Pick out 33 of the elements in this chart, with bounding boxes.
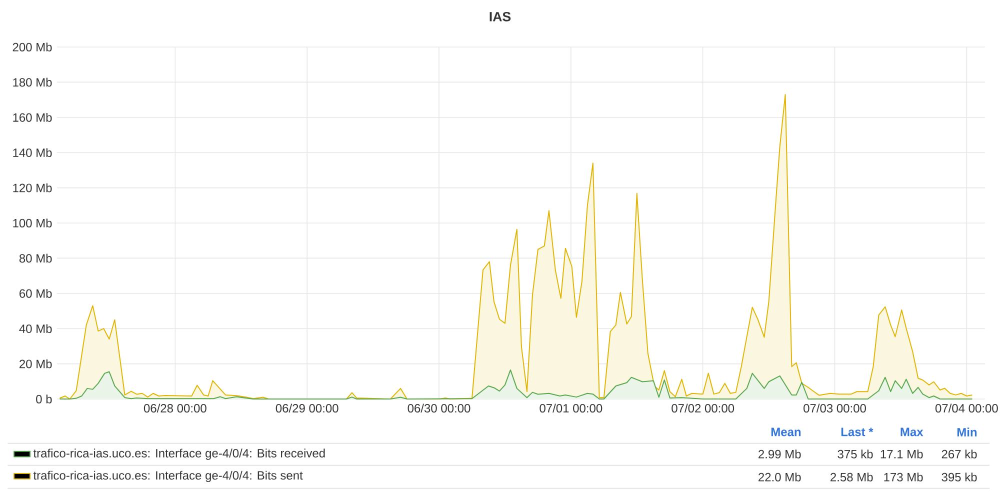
x-tick-label: 07/04 00:00 xyxy=(935,404,998,413)
y-tick-label: 160 Mb xyxy=(13,112,52,122)
x-tick-label: 06/28 00:00 xyxy=(144,404,206,413)
text: 2.58 Mb xyxy=(830,472,873,482)
text: Mean xyxy=(771,428,801,436)
x-tick-label: 07/03 00:00 xyxy=(804,404,866,413)
text: 2.99 Mb xyxy=(758,450,801,458)
y-tick-label: 120 Mb xyxy=(13,183,52,192)
text: Max xyxy=(900,428,924,436)
y-tick-label: 100 Mb xyxy=(13,218,52,228)
x-tick-label: 07/01 00:00 xyxy=(540,404,602,413)
text: Min xyxy=(957,428,977,436)
y-tick-label: 0 b xyxy=(36,394,52,404)
y-tick-label: 20 Mb xyxy=(20,359,52,368)
text: Last * xyxy=(841,428,874,436)
chart-title: IAS xyxy=(490,12,511,22)
legend-label: trafico-rica-ias.uco.es: Interface ge-4/0/4: Bits sent xyxy=(33,470,303,482)
y-tick-label: 40 Mb xyxy=(19,324,52,334)
y-tick-label: 60 Mb xyxy=(20,288,52,298)
text: 22.0 Mb xyxy=(758,472,801,482)
x-tick-label: 06/29 00:00 xyxy=(276,404,338,413)
y-tick-label: 200 Mb xyxy=(12,42,52,52)
text: 173 Mb xyxy=(884,472,923,482)
x-tick-label: 07/02 00:00 xyxy=(672,404,734,413)
y-tick-label: 180 Mb xyxy=(13,78,52,87)
text: 375 kb xyxy=(838,450,873,458)
text: 395 kb xyxy=(942,472,977,482)
text: 17.1 Mb xyxy=(880,450,923,458)
legend-label: trafico-rica-ias.uco.es: Interface ge-4/0/4: Bits received xyxy=(33,448,325,460)
y-tick-label: 80 Mb xyxy=(19,254,52,263)
x-tick-label: 06/30 00:00 xyxy=(408,404,470,413)
y-tick-label: 140 Mb xyxy=(13,148,52,158)
text: 267 kb xyxy=(942,450,977,458)
